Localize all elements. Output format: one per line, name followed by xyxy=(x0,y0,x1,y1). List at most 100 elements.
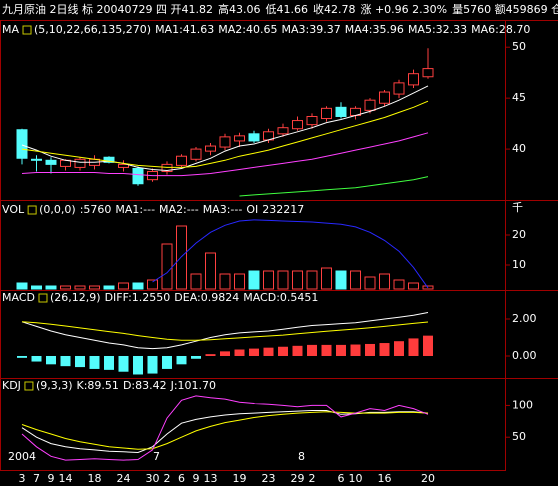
candle-body xyxy=(118,163,129,168)
legend-entry: OI xyxy=(246,203,258,216)
volume-bar xyxy=(176,225,187,290)
volume-bar xyxy=(132,282,144,290)
volume-bar xyxy=(190,273,202,290)
macd-bar xyxy=(147,355,158,374)
period-label: 7 xyxy=(153,450,160,463)
legend-box xyxy=(27,205,37,215)
legend-entry: KDJ xyxy=(2,379,21,392)
volume-bar xyxy=(118,282,129,290)
legend-entry: MA2:--- xyxy=(159,203,199,216)
legend-entry: 232217 xyxy=(262,203,304,216)
macd-bar xyxy=(60,355,71,367)
candle-body xyxy=(176,155,187,166)
macd-bar xyxy=(46,355,56,365)
candle-body xyxy=(335,106,347,117)
macd-bar xyxy=(408,338,419,356)
macd-bar xyxy=(104,355,114,370)
volume-bar xyxy=(31,285,42,290)
legend-entry: VOL xyxy=(2,203,25,216)
header-text: 高43.06 xyxy=(218,2,261,16)
macd-bar xyxy=(31,355,42,362)
volume-bar xyxy=(219,273,231,290)
indicator-line xyxy=(21,411,429,450)
macd-bar xyxy=(191,355,201,359)
x-tick-label: 18 xyxy=(88,472,102,485)
legend-entry: (26,12,9) xyxy=(50,291,101,304)
indicator-line xyxy=(21,85,429,172)
legend-entry: MA4:35.96 xyxy=(345,23,404,36)
indicator-line xyxy=(21,312,429,350)
legend-entry: (9,3,3) xyxy=(36,379,73,392)
frames xyxy=(0,20,558,471)
volume-bar xyxy=(263,270,274,290)
volume-bar xyxy=(379,273,390,290)
candle-body xyxy=(103,156,115,163)
macd-bar xyxy=(220,351,230,356)
x-tick-label: 19 xyxy=(233,472,247,485)
volume-bar xyxy=(350,270,361,290)
period-label: 8 xyxy=(298,450,305,463)
indicator-line xyxy=(21,100,429,168)
x-tick-label: 30 xyxy=(146,472,160,485)
volume-bar xyxy=(16,282,28,290)
legend-entry: (0,0,0) xyxy=(39,203,76,216)
candle-body xyxy=(16,129,28,159)
x-tick-label: 23 xyxy=(262,472,276,485)
x-tick-label: 29 xyxy=(291,472,305,485)
volume-bar xyxy=(335,270,347,290)
y-tick-label: 10 xyxy=(512,258,526,271)
y-tick-label: 45 xyxy=(512,91,526,104)
volume-bar xyxy=(408,282,419,290)
y-tick-label: 40 xyxy=(512,142,526,155)
x-tick-label: 3 xyxy=(19,472,26,485)
x-tick-label: 2 xyxy=(164,472,171,485)
volume-bar xyxy=(45,285,57,290)
candle-body xyxy=(161,163,173,173)
legend-entry: MA3:--- xyxy=(203,203,243,216)
header-text: 九月原油 2日线 标 20040729 四 开41.82 xyxy=(2,2,213,16)
candle-body xyxy=(379,91,390,104)
candle-body xyxy=(306,115,318,126)
candle-body xyxy=(248,133,260,142)
x-tick-label: 20 xyxy=(421,472,435,485)
indicator-line xyxy=(21,395,429,461)
candle-body xyxy=(292,120,303,130)
x-tick-label: 7 xyxy=(33,472,40,485)
legend-box xyxy=(24,381,34,391)
volume-bar xyxy=(161,243,173,290)
macd-bar xyxy=(133,355,143,375)
volume-bar xyxy=(103,285,115,290)
volume-bar xyxy=(234,273,245,290)
candle-body xyxy=(205,145,216,152)
candle-body xyxy=(408,73,419,86)
legend-entry: DIFF:1.2550 xyxy=(105,291,171,304)
x-tick-label: 6 xyxy=(338,472,345,485)
legend-entry: MA xyxy=(2,23,19,36)
legend-entry: MACD:0.5451 xyxy=(243,291,318,304)
legend-box xyxy=(38,293,48,303)
macd-bar xyxy=(249,348,259,356)
macd-bar xyxy=(292,345,303,356)
candle-body xyxy=(321,107,332,120)
macd-bar xyxy=(205,354,216,356)
y-tick-label: 50 xyxy=(512,430,526,443)
candle-body xyxy=(393,82,405,95)
indicator-line xyxy=(21,132,429,177)
volume-bar xyxy=(89,285,100,290)
macd-bar xyxy=(75,355,85,368)
x-tick-label: 16 xyxy=(378,472,392,485)
legend-entry: MA6:28.70 xyxy=(471,23,530,36)
y-tick-label: 100 xyxy=(512,398,533,411)
macd-bar xyxy=(336,344,346,356)
legend-entry: MA1:--- xyxy=(115,203,155,216)
legend-entry: J:101.70 xyxy=(170,379,216,392)
volume-bar xyxy=(147,279,158,290)
volume-bar xyxy=(292,270,303,290)
indicator-line xyxy=(152,219,429,289)
legend-entry: (5,10,22,66,135,270) xyxy=(34,23,151,36)
volume-bar xyxy=(60,285,71,290)
candle-body xyxy=(190,148,202,160)
x-tick-label: 2 xyxy=(309,472,316,485)
header-text: 收42.78 xyxy=(313,2,356,16)
